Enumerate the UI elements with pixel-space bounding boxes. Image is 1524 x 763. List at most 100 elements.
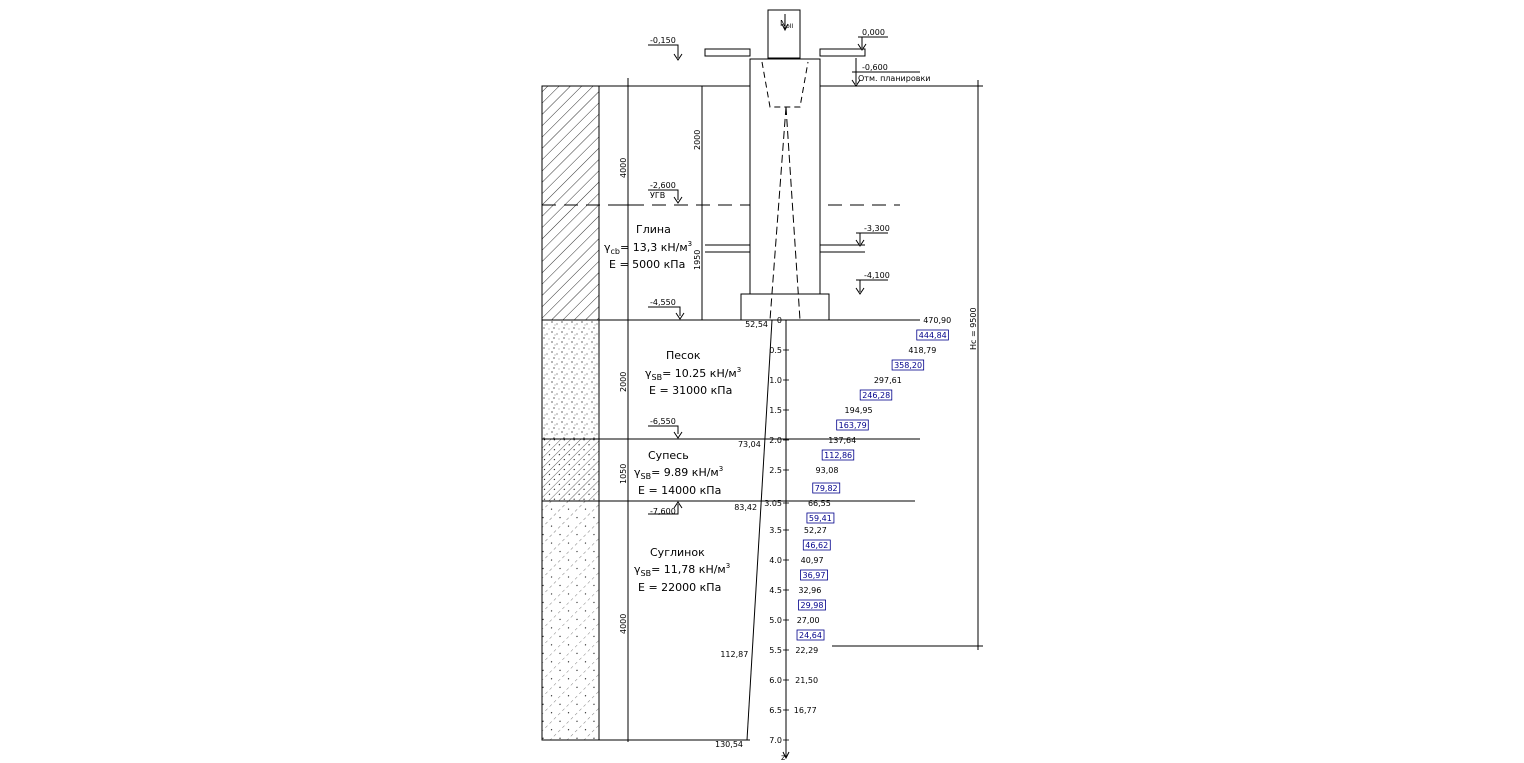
dim-1950: 1950: [693, 250, 702, 270]
layer-clay-E: E = 5000 кПа: [609, 258, 685, 271]
layer-sandyloam-gamma: γSB= 9.89 кН/м3: [634, 465, 723, 481]
sigma-avg-label: 358,20: [894, 361, 922, 370]
sigma-zp-label: 22,29: [795, 646, 818, 655]
layer-sand-E: E = 31000 кПа: [649, 384, 732, 397]
dim-2000a: 2000: [693, 130, 702, 150]
sigma-avg-box: [800, 569, 828, 581]
grading-label: Отм. планировки: [858, 74, 930, 83]
sigma-zp-label: 470,90: [923, 316, 951, 325]
z-tick-label: 3.5: [769, 526, 782, 535]
sigma-zg-line: [746, 319, 773, 741]
foundation-stem: [749, 58, 821, 295]
loam-hatch: [541, 500, 600, 741]
z-tick-label: 1.5: [769, 406, 782, 415]
sigma-avg-label: 112,86: [824, 451, 852, 460]
stress-lines: [746, 106, 801, 760]
soil-column: [541, 85, 600, 741]
z-tick-label: 0.5: [769, 346, 782, 355]
sand-hatch: [541, 319, 600, 440]
clay-hatch: [541, 85, 600, 321]
sigma-avg-box: [836, 419, 869, 431]
z-tick-label: 6.0: [769, 676, 782, 685]
sigma-avg-box: [806, 512, 835, 524]
sigma-avg-box: [821, 449, 855, 461]
elev-zero: 0,000: [862, 28, 885, 37]
elev-left-top: -0,150: [650, 36, 676, 45]
sigma-zg-labels: 52,54 73,04 83,42 112,87 130,54: [715, 320, 768, 749]
layer-sandyloam-name: Супесь: [648, 449, 689, 462]
elev-600: -0,600: [862, 63, 888, 72]
sigma-zp-label: 21,50: [795, 676, 818, 685]
sigma-zp-label: 16,77: [794, 706, 817, 715]
z-tick-label: 3.05: [764, 499, 782, 508]
column-foundation: [704, 9, 866, 321]
sigma-avg-box: [916, 329, 949, 341]
sigma-avg-box: [798, 599, 826, 611]
sigma-avg-label: 163,79: [839, 421, 867, 430]
z-tick-label: 5.5: [769, 646, 782, 655]
elev-ugv: -2,600: [650, 181, 676, 190]
z-tick-label: 5.0: [769, 616, 782, 625]
layer-loam-gamma: γSB= 11,78 кН/м3: [634, 562, 730, 578]
sigma-avg-label: 79,82: [815, 484, 838, 493]
sigma-zg-label: 130,54: [715, 740, 743, 749]
sigma-avg-box: [891, 359, 925, 371]
layer-sand-gamma: γSB= 10.25 кН/м3: [645, 366, 741, 382]
sigma-zp-label: 32,96: [798, 586, 821, 595]
elev-4100: -4,100: [864, 271, 890, 280]
z-tick-label: 4.0: [769, 556, 782, 565]
sigma-zp-label: 40,97: [801, 556, 824, 565]
z-tick-labels: 0 0.5 1.0 1.5 2.0 2.5 3.05 3.5 4.0 4.5 5.0 5.5 6.0 6.…: [764, 316, 789, 745]
elev-4550: -4,550: [650, 298, 676, 307]
labels: NоII -0,150 0,000 -0,600 Отм. планировки…: [604, 19, 978, 762]
z-axis-label: z: [781, 753, 785, 762]
sigma-zp-label: 137,64: [828, 436, 856, 445]
sigma-zp-label: 27,00: [797, 616, 820, 625]
sigma-avg-label: 46,62: [805, 541, 828, 550]
elevation-markers: [648, 36, 920, 515]
sigma-zg-label: 112,87: [720, 650, 748, 659]
layer-clay-gamma: γcb= 13,3 кН/м3: [604, 240, 692, 256]
z-tick-label: 0: [777, 316, 782, 325]
foundation-base: [740, 293, 830, 321]
slab-left: [704, 48, 751, 57]
sigma-avg-label: 59,41: [809, 514, 832, 523]
sigma-zp-label: 297,61: [874, 376, 902, 385]
z-tick-label: 6.5: [769, 706, 782, 715]
layer-sandyloam-E: E = 14000 кПа: [638, 484, 721, 497]
sigma-avg-label: 246,28: [862, 391, 890, 400]
sigma-zp-label: 194,95: [845, 406, 873, 415]
ugv-label: УГВ: [650, 191, 665, 200]
sigma-avg-label: 29,98: [801, 601, 824, 610]
sigma-avg-box: [812, 482, 841, 494]
sigma-zp-label: 418,79: [908, 346, 936, 355]
sigma-zg-label: 83,42: [734, 503, 757, 512]
dim-2000b: 2000: [619, 372, 628, 392]
slab-right: [819, 48, 866, 57]
dim-1050: 1050: [619, 464, 628, 484]
sigma-avg-labels: 444,84 358,20 246,28 163,79 112,86 79,82 59,41…: [796, 329, 949, 641]
z-tick-label: 7.0: [769, 736, 782, 745]
dimension-lines: [622, 78, 983, 742]
sigma-zg-label: 52,54: [745, 320, 768, 329]
sigma-avg-box: [802, 539, 831, 551]
dim-4000b: 4000: [619, 614, 628, 634]
sigma-zp-labels: 470,90 418,79 297,61 194,95 137,64 93,08 66,55…: [794, 316, 951, 715]
z-tick-label: 1.0: [769, 376, 782, 385]
sigma-avg-label: 36,97: [803, 571, 826, 580]
elev-7600: -7,600: [650, 507, 676, 516]
dim-hc: Hc = 9500: [969, 307, 978, 350]
z-tick-label: 2.5: [769, 466, 782, 475]
layer-clay-name: Глина: [636, 223, 671, 236]
sandy-loam-hatch: [541, 438, 600, 502]
elev-3300: -3,300: [864, 224, 890, 233]
sigma-zp-label: 93,08: [816, 466, 839, 475]
sigma-zg-label: 73,04: [738, 440, 761, 449]
z-tick-label: 4.5: [769, 586, 782, 595]
layer-loam-name: Суглинок: [650, 546, 705, 559]
socket-dashed: [761, 61, 809, 108]
z-tick-label: 2.0: [769, 436, 782, 445]
sigma-zp-label: 66,55: [808, 499, 831, 508]
elev-6550: -6,550: [650, 417, 676, 426]
